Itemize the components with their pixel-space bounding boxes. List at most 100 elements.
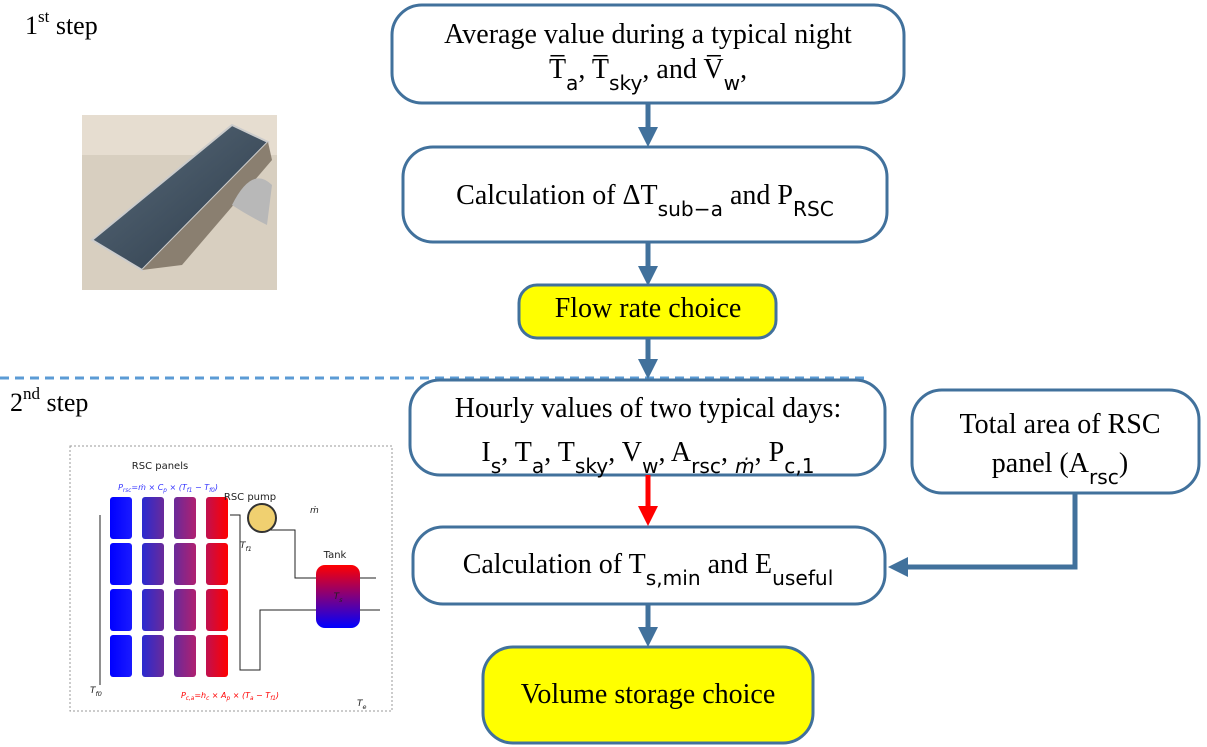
text-part: f1 — [187, 488, 193, 494]
text-part: sub−a — [658, 197, 723, 221]
text-part: , — [740, 54, 747, 85]
text-part: c,a — [186, 696, 195, 702]
text-part: T — [357, 699, 364, 709]
text-part: f0 — [209, 488, 215, 494]
text-part: panel (A — [992, 448, 1090, 479]
text-part: Hourly values of two typical days: — [455, 393, 841, 424]
text-part: Calculation of ΔT — [456, 180, 658, 211]
text-part: Total area of RSC — [960, 409, 1161, 440]
text-part: s — [491, 454, 502, 478]
panel-cell — [110, 543, 132, 585]
text-part: RSC — [793, 197, 834, 221]
text-part: f1 — [270, 696, 276, 702]
text-part: − T — [192, 483, 210, 492]
node-text: Is, Ta, Tsky, Vw, Arsc, ṁ, Pc,1 — [481, 437, 814, 477]
step-ordinal: nd — [23, 384, 41, 403]
panel-cell — [142, 635, 164, 677]
panel-cell — [142, 543, 164, 585]
panel-cell — [206, 543, 228, 585]
text-part: e — [363, 703, 367, 711]
text-part: , — [721, 437, 735, 468]
text-part: Average value during a typical night — [444, 19, 852, 50]
text-part: Flow rate choice — [555, 293, 742, 324]
decision-box — [481, 645, 815, 745]
text-part: , T̅ — [578, 54, 609, 85]
text-part: p — [226, 696, 231, 702]
text-part: , A — [658, 437, 691, 468]
text-part: , and V̅ — [642, 54, 723, 85]
node-text: Volume storage choice — [521, 679, 776, 710]
node-text: Hourly values of two typical days: — [455, 393, 841, 424]
node-text: Calculation of Ts,min and Euseful — [463, 549, 834, 589]
text-part: × A — [209, 691, 226, 700]
node-text: Flow rate choice — [555, 293, 742, 324]
text-part: p — [162, 488, 167, 494]
panel-cell — [174, 543, 196, 585]
text-part: a — [250, 696, 254, 702]
text-part: × (T — [230, 691, 251, 700]
panel-cell — [142, 589, 164, 631]
step-number: 1 — [25, 11, 38, 40]
text-part: c,1 — [784, 454, 814, 478]
photo — [82, 115, 277, 290]
node-text: panel (Arsc) — [992, 448, 1128, 488]
node-text: Total area of RSC — [960, 409, 1161, 440]
node-text: T̅a, T̅sky, and V̅w, — [549, 54, 747, 94]
panel-cell — [206, 497, 228, 539]
text-part: ṁ — [310, 506, 319, 516]
panel-cell — [206, 635, 228, 677]
text-part: ) — [214, 483, 218, 492]
text-part: T̅ — [549, 54, 566, 85]
step-ordinal: st — [38, 7, 50, 26]
text-part: s — [339, 596, 343, 604]
text-part: f1 — [246, 545, 252, 553]
arrows — [638, 103, 1078, 647]
schematic-label: Pc,a=hc × Ap × (Ta − Tf1) — [181, 691, 279, 702]
text-part: ) — [1119, 448, 1128, 479]
text-part: =h — [194, 691, 206, 700]
text-part: T — [240, 541, 247, 551]
panel-cell — [110, 589, 132, 631]
schematic-label: Tf1 — [240, 541, 252, 554]
step-word: step — [47, 388, 89, 417]
text-part: Calculation of T — [463, 549, 646, 580]
text-part: RSC panels — [132, 461, 188, 472]
text-part: a — [566, 71, 578, 95]
node-text: Average value during a typical night — [444, 19, 852, 50]
panel-cell — [174, 635, 196, 677]
process-box — [910, 388, 1201, 495]
schematic-label: Tank — [323, 550, 347, 561]
text-part: sky — [609, 71, 642, 95]
text-part: and E — [701, 549, 773, 580]
text-part: P — [181, 691, 186, 700]
text-part: T — [90, 686, 97, 696]
panel-cell — [206, 589, 228, 631]
text-part: useful — [772, 566, 833, 590]
text-part: =ṁ × C — [131, 483, 163, 492]
schematic-label: ṁ — [310, 506, 319, 516]
step-number: 2 — [10, 388, 23, 417]
step-word: step — [56, 11, 98, 40]
text-part: , P — [755, 437, 785, 468]
schematic-label: Tf0 — [90, 686, 102, 699]
text-part: × (T — [167, 483, 188, 492]
text-part: rsc — [123, 488, 132, 494]
step-label: 1st step — [25, 7, 98, 40]
text-part: rsc — [691, 454, 721, 478]
node-text: Calculation of ΔTsub−a and PRSC — [456, 180, 834, 220]
text-part: and P — [723, 180, 793, 211]
text-part: f0 — [96, 690, 102, 698]
text-part: P — [118, 483, 123, 492]
text-part: w — [724, 71, 741, 95]
text-part: , T — [544, 437, 575, 468]
text-part: s,min — [646, 566, 701, 590]
panel-cell — [174, 589, 196, 631]
text-part: sky — [575, 454, 608, 478]
text-part: a — [532, 454, 544, 478]
schematic-label: RSC panels — [132, 461, 188, 472]
text-part: c — [206, 696, 210, 702]
text-part: ) — [275, 691, 279, 700]
schematic-label: Prsc=ṁ × Cp × (Tf1 − Tf0) — [118, 483, 218, 494]
